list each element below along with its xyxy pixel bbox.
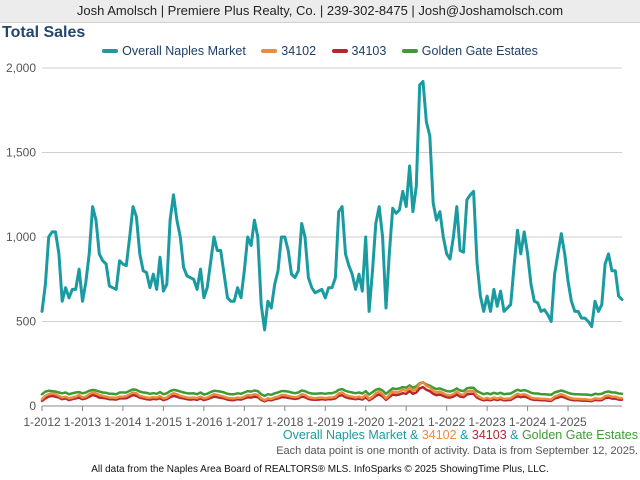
- y-tick-label-0: 0: [29, 399, 36, 413]
- y-tick-label-4: 2,000: [6, 61, 36, 75]
- x-tick-label-7: 1-2019: [307, 415, 345, 429]
- source-footer: All data from the Naples Area Board of R…: [91, 464, 549, 475]
- footnote-34103: 34103: [471, 428, 507, 442]
- x-tick-label-5: 1-2017: [226, 415, 264, 429]
- series-line-34103: [40, 385, 624, 403]
- y-tick-label-3: 1,500: [6, 146, 36, 160]
- x-tick-label-6: 1-2018: [266, 415, 304, 429]
- x-tick-label-0: 1-2012: [23, 415, 61, 429]
- agent-contact-text: Josh Amolsch | Premiere Plus Realty, Co.…: [76, 3, 564, 18]
- x-tick-label-3: 1-2015: [145, 415, 183, 429]
- series-line-34102: [40, 381, 624, 402]
- legend-item-34103[interactable]: 34103: [331, 44, 387, 58]
- footnote-34102: 34102: [421, 428, 457, 442]
- x-tick-label-4: 1-2016: [185, 415, 223, 429]
- data-date-note: Each data point is one month of activity…: [276, 445, 638, 457]
- x-tick-label-11: 1-2023: [468, 415, 506, 429]
- legend-item-golden-gate[interactable]: Golden Gate Estates: [401, 44, 538, 58]
- legend-item-34102[interactable]: 34102: [261, 44, 316, 58]
- footnote-overall: Overall Naples Market: [282, 428, 407, 442]
- x-tick-label-13: 1-2025: [549, 415, 587, 429]
- x-tick-label-12: 1-2024: [509, 415, 547, 429]
- y-tick-label-2: 1,000: [6, 230, 36, 244]
- footnote-joiner-2: &: [456, 428, 472, 442]
- series-footnote: Overall Naples Market & 34102 & 34103 & …: [283, 428, 638, 442]
- legend-swatch-overall: [102, 48, 119, 53]
- chart-title: Total Sales: [2, 24, 86, 41]
- legend-label-34103: 34103: [351, 44, 387, 58]
- series-line-golden-gate: [40, 381, 624, 398]
- x-tick-label-1: 1-2013: [64, 415, 102, 429]
- series-line-overall: [40, 80, 624, 332]
- legend-label-34102: 34102: [281, 44, 317, 58]
- legend-item-overall[interactable]: Overall Naples Market: [102, 44, 246, 58]
- chart-legend: Overall Naples Market 34102 34103 Golden…: [0, 44, 640, 58]
- legend-label-golden-gate: Golden Gate Estates: [421, 44, 538, 58]
- x-tick-label-8: 1-2020: [347, 415, 385, 429]
- x-tick-label-10: 1-2022: [428, 415, 466, 429]
- footnote-joiner-1: &: [406, 428, 422, 442]
- x-tick-label-2: 1-2014: [104, 415, 142, 429]
- legend-swatch-34102: [261, 48, 278, 53]
- legend-label-overall: Overall Naples Market: [122, 44, 246, 58]
- footnote-joiner-3: &: [506, 428, 522, 442]
- legend-swatch-34103: [331, 48, 348, 53]
- footnote-golden-gate: Golden Gate Estates: [521, 428, 638, 442]
- y-tick-label-1: 500: [16, 315, 36, 329]
- legend-swatch-golden-gate: [401, 48, 418, 53]
- x-tick-label-9: 1-2021: [387, 415, 425, 429]
- agent-header-bar: Josh Amolsch | Premiere Plus Realty, Co.…: [0, 0, 640, 23]
